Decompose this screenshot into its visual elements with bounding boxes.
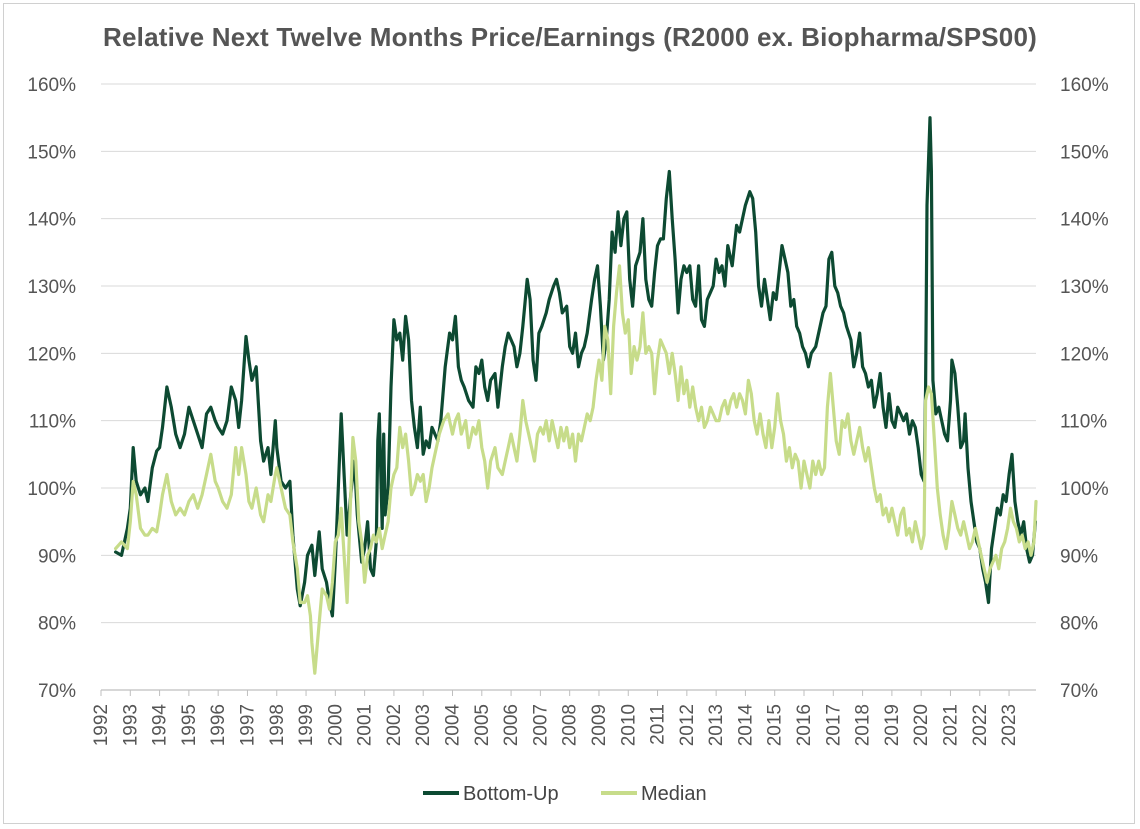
y-tick-label-left: 120%	[27, 344, 76, 365]
y-tick-label-right: 120%	[1060, 344, 1109, 365]
x-tick-label: 2008	[560, 704, 581, 746]
x-tick-label: 2018	[853, 704, 874, 746]
y-tick-label-left: 160%	[27, 75, 76, 96]
y-tick-label-right: 160%	[1060, 75, 1109, 96]
y-tick-label-left: 80%	[38, 614, 76, 635]
x-tick-label: 2002	[384, 704, 405, 746]
y-tick-label-left: 70%	[38, 681, 76, 702]
y-tick-label-right: 150%	[1060, 142, 1109, 163]
x-tick-label: 2003	[413, 704, 434, 746]
y-axis-right: 70% 80% 90% 100% 110% 120% 130% 140% 150% 160%	[1060, 75, 1109, 702]
x-tick-label: 1997	[237, 704, 258, 746]
legend-label-bottom-up: Bottom-Up	[463, 783, 559, 805]
x-tick-label: 2017	[823, 704, 844, 746]
x-tick-label: 2005	[472, 704, 493, 746]
y-tick-label-left: 140%	[27, 210, 76, 231]
x-tick-label: 2010	[618, 704, 639, 746]
series-lines	[114, 116, 1038, 675]
legend: Bottom-Up Median	[423, 783, 707, 805]
y-tick-label-left: 100%	[27, 479, 76, 500]
chart-title: Relative Next Twelve Months Price/Earnin…	[103, 22, 1037, 52]
x-tick-label: 1999	[296, 704, 317, 746]
y-tick-label-right: 70%	[1060, 681, 1098, 702]
y-tick-label-right: 140%	[1060, 210, 1109, 231]
y-tick-label-right: 130%	[1060, 277, 1109, 298]
x-tick-label: 2000	[325, 704, 346, 746]
y-tick-label-left: 90%	[38, 546, 76, 567]
x-tick-label: 2009	[589, 704, 610, 746]
x-tick-label: 1998	[267, 704, 288, 746]
x-tick-label: 2014	[735, 704, 756, 747]
y-tick-label-right: 110%	[1060, 412, 1107, 433]
x-tick-label: 2012	[677, 704, 698, 746]
series-line-median	[114, 264, 1038, 675]
y-tick-label-left: 150%	[27, 142, 76, 163]
y-tick-label-left: 110%	[29, 412, 76, 433]
x-tick-label: 1994	[150, 704, 171, 747]
x-tick-label: 2015	[765, 704, 786, 746]
x-tick-label: 2020	[911, 704, 932, 746]
x-tick-label: 2013	[706, 704, 727, 746]
y-tick-label-right: 100%	[1060, 479, 1109, 500]
x-tick-label: 1992	[91, 704, 112, 746]
x-tick-label: 1993	[120, 704, 141, 746]
x-tick-label: 2006	[501, 704, 522, 746]
series-line-bottom-up	[114, 116, 1037, 618]
x-tick-label: 2001	[355, 704, 376, 746]
y-tick-label-right: 80%	[1060, 614, 1098, 635]
x-tick-label: 1995	[179, 704, 200, 746]
x-tick-label: 2019	[882, 704, 903, 746]
legend-label-median: Median	[641, 783, 707, 805]
x-tick-label: 2022	[970, 704, 991, 746]
x-tick-label: 2021	[940, 704, 961, 746]
y-tick-label-right: 90%	[1060, 546, 1098, 567]
x-tick-label: 2011	[648, 704, 669, 745]
x-tick-label: 2016	[794, 704, 815, 746]
x-tick-label: 2007	[530, 704, 551, 746]
gridlines	[101, 83, 1036, 624]
y-tick-label-left: 130%	[27, 277, 76, 298]
x-tick-label: 2004	[443, 704, 464, 747]
x-tick-label: 2023	[999, 704, 1020, 746]
x-axis: 1992 1993 1994 1995 1996 1997 1998 1999 2000 2001…	[91, 689, 1036, 747]
x-tick-label: 1996	[208, 704, 229, 746]
y-axis-left: 70% 80% 90% 100% 110% 120% 130% 140% 150% 160%	[27, 75, 76, 702]
